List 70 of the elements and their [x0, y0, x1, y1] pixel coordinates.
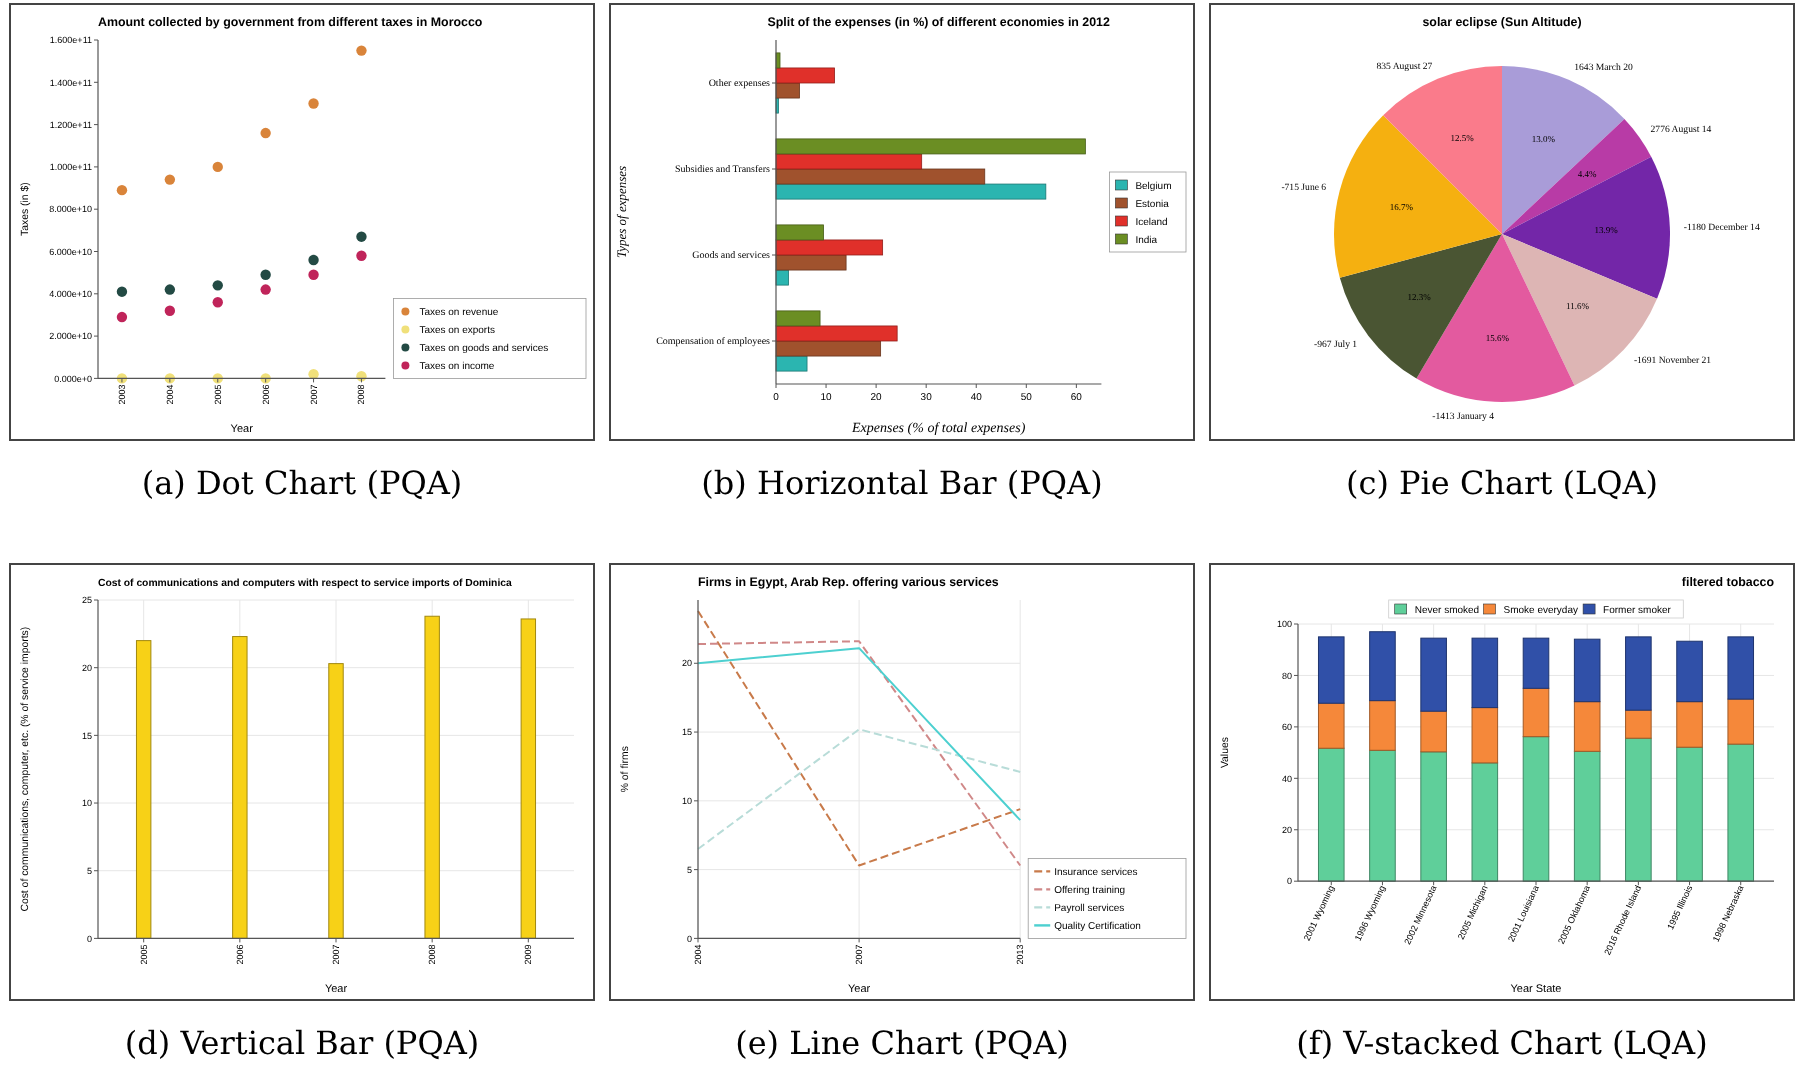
point: [356, 250, 367, 261]
pie-slice: [1383, 66, 1502, 234]
bar: [1522, 687, 1550, 738]
pie-slice: [1502, 156, 1670, 299]
text: (b) Horizontal Bar (PQA): [701, 464, 1103, 502]
bar: [1471, 637, 1499, 709]
bar: [1317, 702, 1345, 749]
point: [212, 280, 223, 291]
bar: [775, 310, 821, 327]
bar: [1522, 637, 1550, 689]
bar: [1625, 709, 1652, 739]
point: [212, 297, 223, 308]
bar: [1420, 637, 1447, 712]
bar: [1676, 746, 1703, 882]
bar: [775, 254, 847, 271]
text: (a) Dot Chart (PQA): [141, 464, 463, 502]
bar: [1573, 701, 1601, 752]
bar: [1676, 640, 1703, 703]
bar: [1727, 698, 1755, 745]
point: [308, 368, 319, 380]
bar: [775, 183, 1047, 200]
bar: [1317, 747, 1345, 882]
text: (d) Vertical Bar (PQA): [124, 1024, 480, 1062]
bar: [775, 340, 882, 357]
point: [116, 286, 128, 297]
bar: [1471, 707, 1499, 764]
bar: [775, 153, 923, 170]
point: [116, 311, 128, 323]
pie-slice: [1334, 115, 1502, 278]
bar: [775, 239, 884, 256]
bar: [1676, 701, 1703, 748]
text: (c) Pie Chart (LQA): [1346, 464, 1658, 502]
bar: [1369, 700, 1396, 751]
text: (f) V-stacked Chart (LQA): [1296, 1024, 1708, 1062]
point: [260, 127, 271, 139]
bar: [1471, 762, 1499, 882]
bar: [1625, 636, 1652, 711]
bar: [775, 82, 800, 99]
bar: [775, 168, 986, 185]
point: [260, 269, 271, 280]
bar: [1522, 736, 1550, 882]
bar: [1727, 743, 1755, 882]
bar: [1625, 737, 1652, 882]
point: [164, 305, 176, 316]
bar: [1573, 638, 1601, 703]
bar: [775, 325, 898, 342]
point: [308, 98, 319, 109]
point: [308, 254, 319, 266]
point: [356, 45, 367, 56]
text: (e) Line Chart (PQA): [735, 1024, 1069, 1062]
bar: [1369, 631, 1396, 702]
bar: [775, 355, 808, 372]
point: [164, 174, 176, 185]
bar: [1369, 749, 1396, 882]
pie-slice: [1502, 66, 1625, 234]
point: [308, 269, 319, 280]
bar: [1420, 710, 1447, 753]
bar: [775, 138, 1086, 155]
bar: [1317, 636, 1345, 704]
pie-slice: [1502, 119, 1652, 234]
point: [356, 231, 367, 242]
bar: [1727, 636, 1755, 700]
bar: [775, 67, 835, 84]
bar: [775, 224, 824, 241]
bar: [1573, 750, 1601, 882]
point: [116, 184, 128, 196]
point: [212, 161, 223, 173]
point: [164, 284, 176, 295]
point: [260, 284, 271, 295]
bar: [1420, 751, 1447, 882]
